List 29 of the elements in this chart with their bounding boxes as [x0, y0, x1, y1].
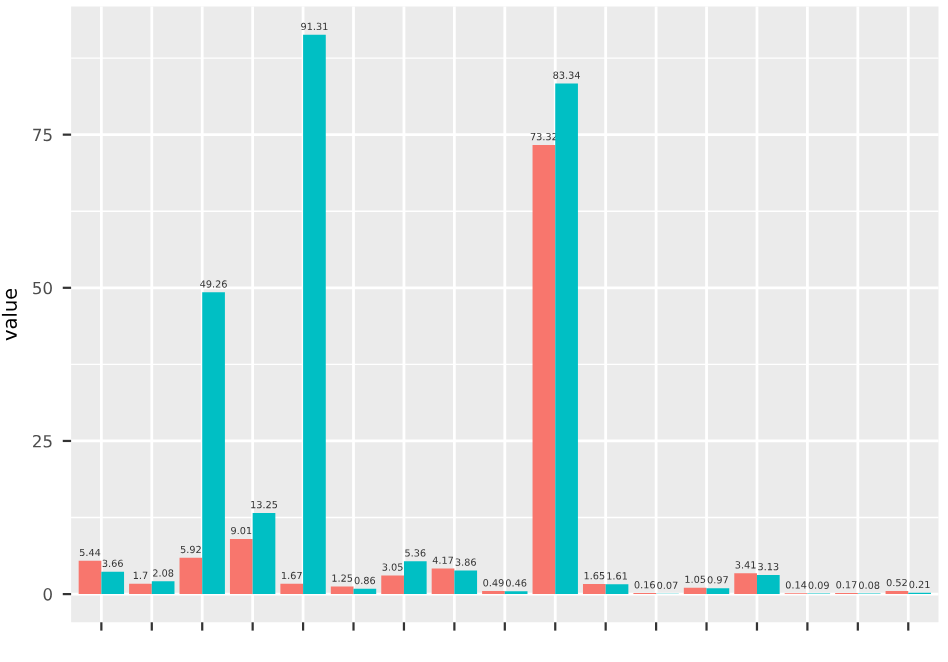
- bar: [151, 581, 175, 595]
- bar: [454, 570, 478, 595]
- bar: [431, 568, 455, 595]
- bar: [403, 561, 427, 595]
- bar: [706, 588, 730, 595]
- bar: [734, 573, 757, 595]
- bar: [280, 583, 304, 595]
- bar: [605, 584, 629, 595]
- bar: [202, 292, 225, 595]
- y-tick-label: 25: [33, 434, 52, 448]
- bar: [330, 586, 354, 595]
- bar: [756, 574, 780, 595]
- y-axis-title: value: [1, 288, 17, 341]
- y-tick-label: 50: [33, 281, 52, 295]
- bar: [179, 557, 203, 595]
- bar: [129, 583, 152, 595]
- y-tick-label: 0: [43, 588, 52, 601]
- bar: [532, 144, 556, 595]
- bar: [582, 583, 606, 595]
- bar: [101, 571, 125, 595]
- bar: [252, 512, 276, 595]
- y-tick-label: 75: [33, 128, 52, 142]
- bar: [381, 575, 404, 595]
- bar: [303, 34, 326, 595]
- bar: [555, 83, 578, 595]
- bar: [229, 538, 253, 595]
- bar: [78, 560, 102, 595]
- bar: [353, 588, 377, 595]
- bar: [683, 587, 707, 595]
